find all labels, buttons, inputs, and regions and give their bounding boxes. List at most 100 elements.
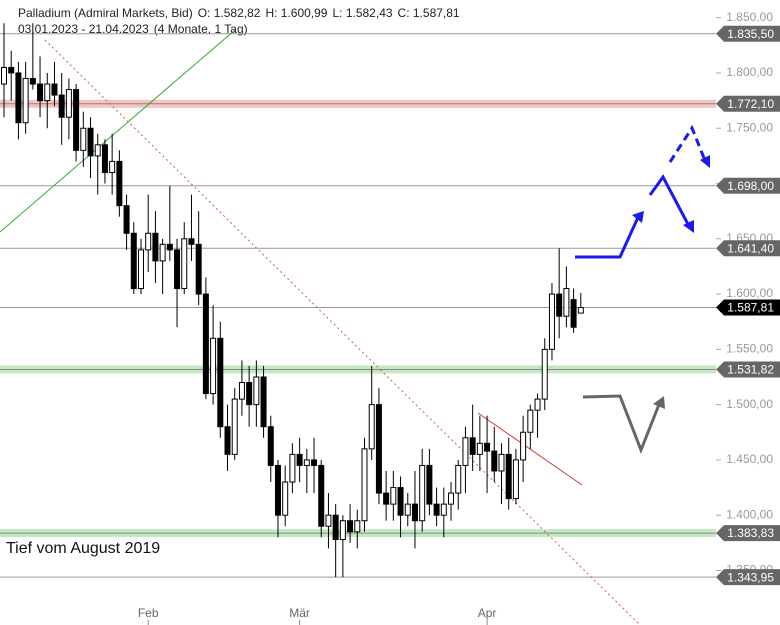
level-label: 1.772,10 [727, 97, 774, 111]
candle-body [73, 89, 80, 151]
candle-body [174, 249, 181, 290]
x-tick-label: Apr [478, 606, 497, 620]
candle-body [520, 431, 527, 461]
level-label-box [716, 569, 780, 586]
candle-body [274, 464, 281, 516]
candle-body [44, 83, 51, 102]
ohlc-label: L: 1.582,43 [332, 6, 393, 20]
candle-body [101, 144, 108, 173]
candle-body [109, 160, 116, 173]
candle-body [462, 437, 469, 466]
candle-body [505, 453, 512, 500]
date-range: 03.01.2023 - 21.04.2023 [18, 22, 149, 36]
x-tick-label: Mär [289, 606, 310, 620]
candle-body [65, 89, 72, 118]
candle-body [123, 205, 130, 234]
candle-body [311, 459, 318, 466]
candle-body [137, 249, 144, 290]
candle-body [217, 337, 224, 428]
candle-body [80, 127, 87, 151]
candle-body [253, 376, 260, 406]
level-label: 1.531,82 [727, 363, 774, 377]
level-label: 1.835,50 [727, 27, 774, 41]
level-label: 1.587,81 [727, 301, 774, 315]
candle-body [87, 127, 94, 157]
level-label-box [716, 177, 780, 194]
level-label-box [716, 361, 780, 378]
y-tick-label: 1.500,00 [726, 397, 773, 411]
ohlc-label: O: 1.582,82 [197, 6, 261, 20]
candle-body [484, 442, 491, 452]
arrow-head [700, 155, 710, 168]
candle-body [152, 232, 159, 262]
candle-body [8, 66, 15, 74]
candle-body [210, 337, 217, 395]
y-tick-label: 1.800,00 [726, 65, 773, 79]
candle-body [318, 464, 325, 527]
candle-body [181, 238, 188, 290]
range-line: 03.01.2023 - 21.04.2023 (4 Monate, 1 Tag) [6, 21, 465, 37]
candle-body [411, 503, 418, 522]
arrow [582, 394, 662, 455]
level-label: 1.383,83 [727, 526, 774, 540]
trend-line [44, 39, 641, 625]
candle-body [130, 232, 137, 290]
candle-body [498, 453, 505, 472]
candle-body [145, 232, 152, 251]
candle-body [231, 398, 238, 455]
candle-body [37, 83, 44, 102]
arrow-head [653, 396, 665, 409]
candle-body [347, 520, 354, 533]
candle-body [238, 382, 245, 400]
candle-body [534, 398, 541, 411]
candle-body [469, 437, 476, 455]
candle-body [224, 426, 231, 455]
candle-body [404, 503, 411, 516]
ohlc-label: H: 1.600,99 [265, 6, 328, 20]
candle-body [94, 144, 101, 157]
candle-body [289, 453, 296, 483]
candle-body [541, 348, 548, 400]
candle-body [390, 487, 397, 505]
candle-body [448, 492, 455, 505]
y-tick-label: 1.750,00 [726, 120, 773, 134]
candle-body [375, 404, 382, 494]
candle-body [577, 307, 584, 314]
arrow [648, 174, 692, 229]
level-label-box [716, 25, 780, 42]
y-tick-label: 1.850,00 [726, 10, 773, 24]
candle-body [58, 94, 65, 118]
candle-body [455, 464, 462, 494]
candle-body [548, 293, 555, 350]
title-line: Palladium (Admiral Markets, Bid) O: 1.582… [6, 5, 465, 21]
arrow [575, 212, 642, 259]
candle-body [195, 243, 202, 295]
level-label-box [716, 299, 780, 316]
candle-body [368, 404, 375, 450]
x-tick-label: Feb [138, 606, 159, 620]
annotation: Tief vom August 2019 [6, 540, 160, 557]
candle-body [296, 453, 303, 466]
candle-body [433, 503, 440, 516]
arrow-head [632, 211, 644, 223]
period: (4 Monate, 1 Tag) [153, 22, 248, 36]
candle-body [556, 293, 563, 317]
y-tick-label: 1.550,00 [726, 342, 773, 356]
candle-body [51, 83, 58, 96]
candle-body [15, 72, 22, 124]
candle-body [563, 288, 570, 317]
level-label-box [716, 95, 780, 112]
candle-body [527, 409, 534, 433]
level-label: 1.343,95 [727, 570, 774, 584]
candle-body [29, 77, 36, 85]
candle-body [426, 464, 433, 505]
candle-body [332, 514, 339, 541]
arrow [668, 124, 708, 164]
candle-body [440, 503, 447, 516]
candle-body [383, 492, 390, 505]
candle-body [419, 464, 426, 522]
candle-body [354, 520, 361, 533]
candle-body [260, 376, 267, 428]
